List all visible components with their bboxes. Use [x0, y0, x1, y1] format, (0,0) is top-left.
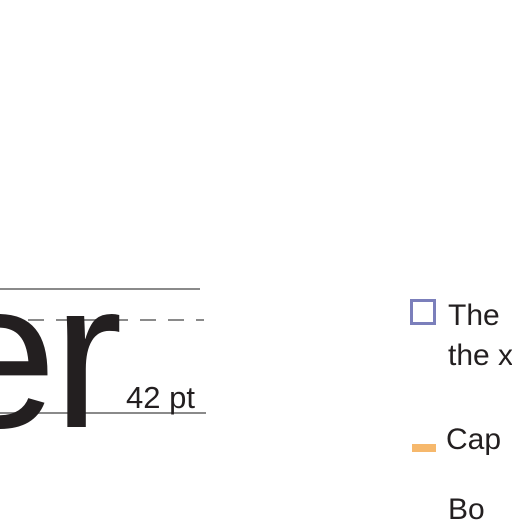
font-size-label: 42 pt — [126, 380, 195, 415]
x-height-dashed-line — [0, 319, 204, 321]
typography-diagram: er 42 pt The the x Cap Bo — [0, 237, 512, 526]
square-outline-icon — [410, 299, 436, 325]
legend-item-cap-label: Cap — [446, 423, 502, 456]
baseline-line — [0, 412, 206, 414]
legend-item-xheight-line2: the x — [448, 339, 512, 372]
ascender-line — [0, 288, 200, 290]
legend-item-xheight-line1: The — [448, 299, 500, 332]
legend-item-bottom-label: Bo — [448, 493, 485, 526]
sample-glyphs: er — [0, 237, 123, 472]
bar-icon — [412, 444, 436, 452]
